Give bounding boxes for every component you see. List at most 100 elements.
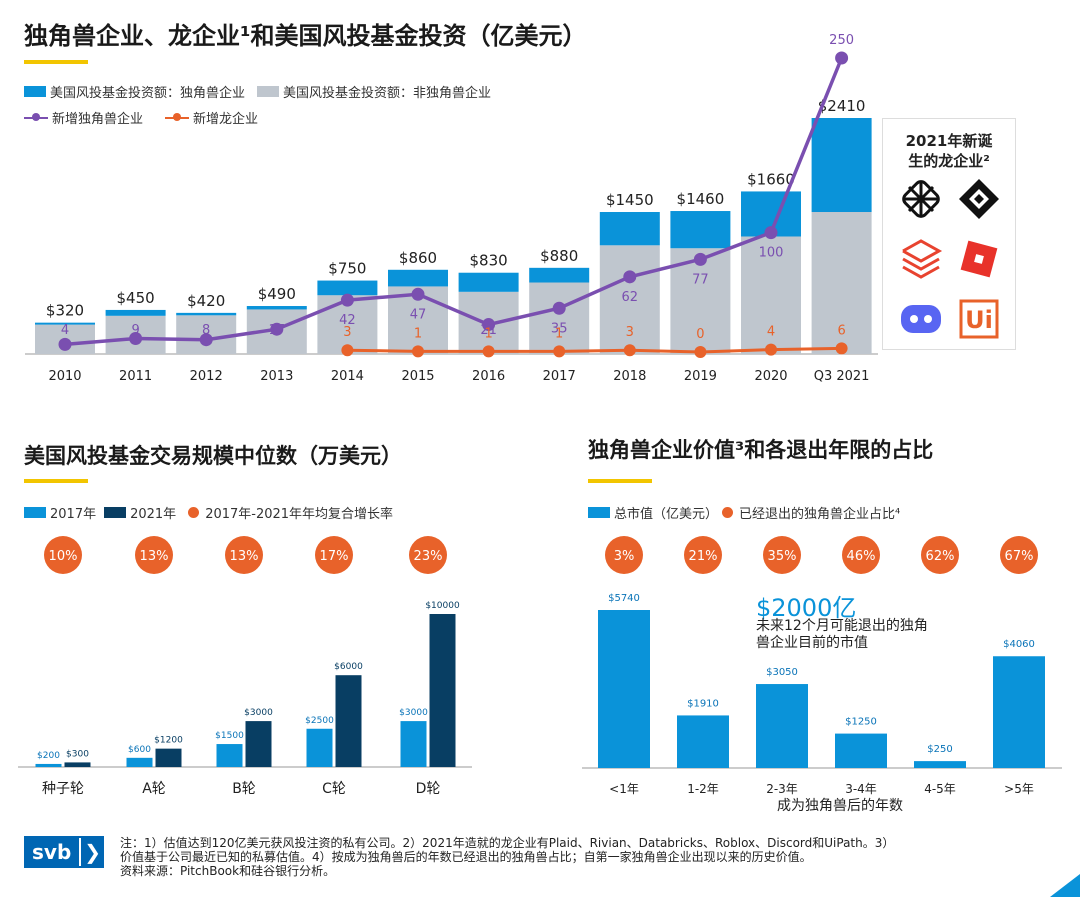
unicorn-point xyxy=(764,226,778,240)
total-label: $490 xyxy=(258,285,296,303)
bar-non-unicorn xyxy=(811,212,872,354)
valuation-x-tick: 4-5年 xyxy=(924,782,956,796)
unicorn-point xyxy=(129,332,143,346)
bar-2021 xyxy=(64,762,91,767)
title-underline xyxy=(24,60,88,64)
dragon-point xyxy=(341,344,354,357)
bar-market-cap xyxy=(993,656,1045,768)
unicorn-point xyxy=(482,318,496,332)
unicorn-point xyxy=(58,337,72,351)
exit-share-badge xyxy=(763,536,801,574)
valuation-x-tick: >5年 xyxy=(1004,782,1034,796)
unicorn-value-label: 62 xyxy=(622,290,639,305)
unicorn-value-label: 9 xyxy=(131,323,139,338)
bar-2021 xyxy=(335,675,362,767)
cagr-label: 13% xyxy=(140,549,169,564)
unicorn-value-label: 100 xyxy=(759,246,784,261)
main-legend-row-1: 美国风投基金投资额：独角兽企业 美国风投基金投资额：非独角兽企业 xyxy=(24,82,491,101)
bar-unicorn xyxy=(317,280,378,296)
value-label-2017: $200 xyxy=(37,751,60,761)
main-chart: $320 2010 $450 2011 $420 2012 $490 2013 $750 2014… xyxy=(25,33,878,384)
dragon-value-label: 4 xyxy=(767,325,775,340)
total-label: $450 xyxy=(117,289,155,307)
dragon-point xyxy=(482,345,495,358)
value-label-2017: $1500 xyxy=(215,731,244,741)
legend-exit-share: 已经退出的独角兽企业占比⁴ xyxy=(739,507,901,522)
deal-x-tick: A轮 xyxy=(142,781,166,797)
dragon-point xyxy=(623,344,636,357)
legend-swatch-market-cap xyxy=(588,507,610,518)
exit-share-label: 62% xyxy=(926,549,955,564)
dragon-value-label: 3 xyxy=(343,325,351,340)
value-label-2021: $3000 xyxy=(244,708,273,718)
market-cap-label: $1250 xyxy=(845,717,877,728)
dragon-line xyxy=(347,346,842,354)
cagr-badge xyxy=(225,536,263,574)
footer-notes: 注：1）估值达到120亿美元获风投注资的私有公司。2）2021年造就的龙企业有P… xyxy=(120,836,1060,878)
valuation-legend: 总市值（亿美元） 已经退出的独角兽企业占比⁴ xyxy=(588,503,900,522)
valuation-x-tick: <1年 xyxy=(609,782,639,796)
x-tick-label: 2019 xyxy=(684,369,717,384)
cagr-badge xyxy=(315,536,353,574)
bar-2017 xyxy=(126,757,153,767)
bar-unicorn xyxy=(529,267,590,283)
total-label: $320 xyxy=(46,302,84,320)
bar-market-cap xyxy=(598,610,650,768)
value-label-2021: $1200 xyxy=(154,736,183,746)
bar-non-unicorn xyxy=(529,282,590,354)
bar-2021 xyxy=(429,614,456,767)
valuation-chart: $5740 <1年 3% $1910 1-2年 21% $3050 2-3年 35% $1250 3… xyxy=(582,536,1062,814)
legend-dot-exit-share xyxy=(722,507,734,518)
legend-2017: 2017年 xyxy=(50,507,97,522)
dragon-point xyxy=(553,345,566,358)
legend-new-dragon: 新增龙企业 xyxy=(193,112,259,127)
legend-market-cap: 总市值（亿美元） xyxy=(614,507,719,522)
bar-market-cap xyxy=(677,715,729,768)
x-tick-label: 2010 xyxy=(48,369,81,384)
x-tick-label: 2014 xyxy=(331,369,364,384)
unicorn-value-label: 47 xyxy=(410,307,427,322)
value-label-2021: $6000 xyxy=(334,662,363,672)
dragon-companies-box: 2021年新诞 生的龙企业² xyxy=(882,118,1016,350)
dragon-value-label: 3 xyxy=(626,325,634,340)
main-legend-row-2: 新增独角兽企业 新增龙企业 xyxy=(24,108,258,127)
valuation-title: 独角兽企业价值³和各退出年限的占比 xyxy=(588,438,934,462)
dragon-point xyxy=(694,346,707,358)
legend-swatch-non-unicorn xyxy=(257,86,280,97)
legend-line-unicorn xyxy=(24,112,48,123)
cagr-label: 23% xyxy=(414,549,443,564)
dragon-point xyxy=(765,343,777,356)
market-cap-label: $5740 xyxy=(608,593,640,604)
footer-note-2: 价值基于公司最近已知的私募估值。4）按成为独角兽后的年数已经退出的独角兽占比；自… xyxy=(120,850,812,864)
corner-accent xyxy=(1050,874,1080,897)
bar-non-unicorn xyxy=(599,245,660,354)
unicorn-point xyxy=(340,293,354,307)
deal-size-title: 美国风投基金交易规模中位数（万美元） xyxy=(24,444,402,468)
unicorn-line xyxy=(64,57,844,347)
total-label: $880 xyxy=(540,247,578,265)
valuation-x-axis-label: 成为独角兽后的年数 xyxy=(777,798,903,814)
dragon-value-label: 0 xyxy=(696,327,704,342)
legend-line-dragon xyxy=(165,112,190,123)
legend-dot-cagr xyxy=(188,507,200,518)
cagr-badge xyxy=(44,536,82,574)
main-chart-title: 独角兽企业、龙企业¹和美国风投基金投资（亿美元） xyxy=(24,22,587,50)
exit-share-label: 21% xyxy=(689,549,718,564)
unicorn-point xyxy=(270,322,284,336)
bar-2021 xyxy=(245,721,272,767)
deal-x-tick: D轮 xyxy=(416,781,441,797)
total-label: $830 xyxy=(470,252,508,270)
unicorn-point xyxy=(552,301,566,315)
annotation-value: $2000亿 xyxy=(756,594,857,622)
unicorn-point xyxy=(199,333,213,347)
legend-unicorn-vc: 美国风投基金投资额：独角兽企业 xyxy=(50,86,246,101)
bar-unicorn xyxy=(176,312,237,316)
dragon-point xyxy=(835,342,848,355)
unicorn-value-label: 35 xyxy=(551,321,568,336)
unicorn-value-label: 77 xyxy=(692,272,709,287)
bar-unicorn xyxy=(35,322,95,325)
unicorn-value-label: 8 xyxy=(202,323,210,338)
x-tick-label: 2016 xyxy=(472,369,505,384)
bar-2021 xyxy=(155,748,182,767)
exit-share-badge xyxy=(921,536,959,574)
